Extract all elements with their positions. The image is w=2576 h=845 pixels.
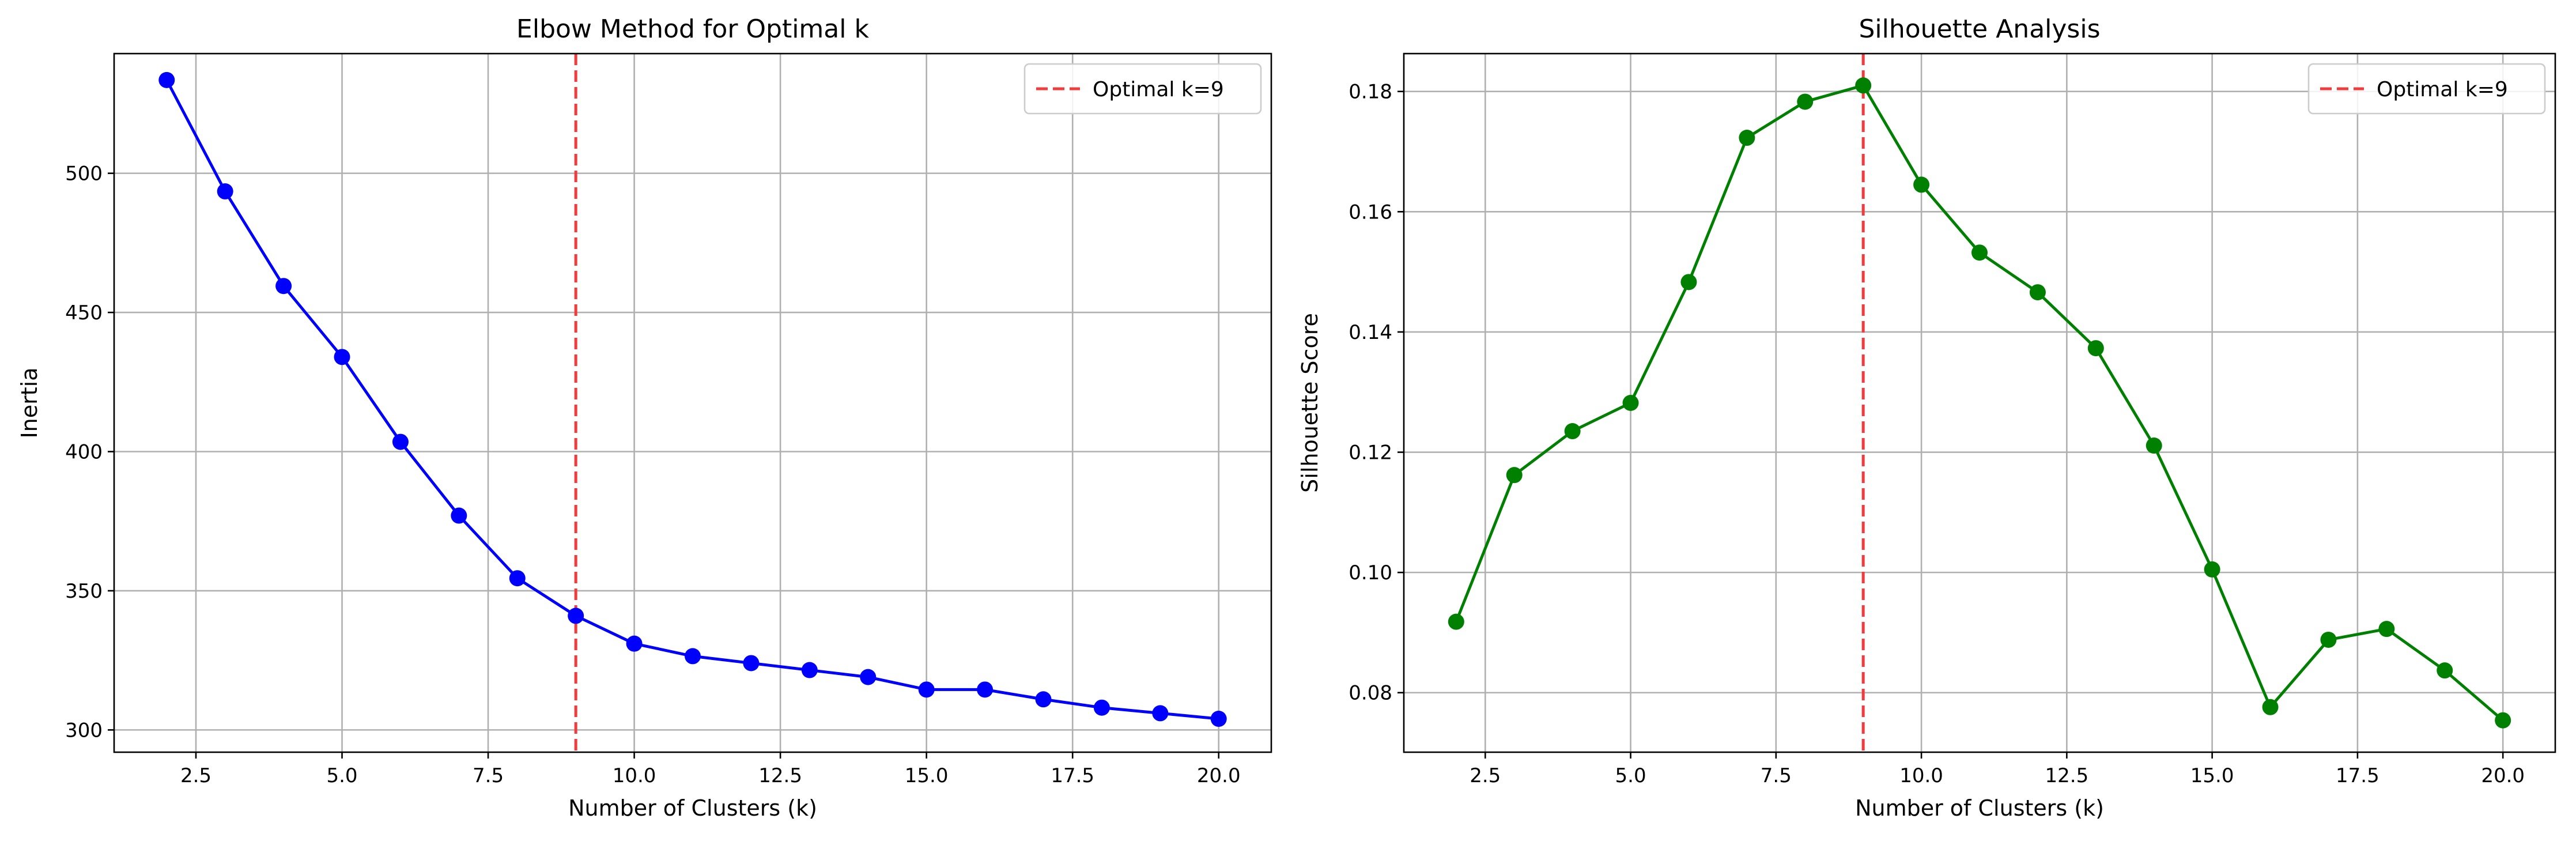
elbow-ytick-label-4: 500 [65, 163, 103, 186]
elbow-point-10 [743, 655, 760, 672]
silhouette-point-6 [1797, 93, 1814, 110]
elbow-y-axis-label: Inertia [17, 367, 42, 438]
elbow-xtick-label-2: 7.5 [473, 764, 504, 787]
silhouette-ytick-label-1: 0.10 [1349, 561, 1392, 584]
elbow-point-17 [1152, 705, 1169, 722]
elbow-xtick-label-5: 15.0 [905, 764, 949, 787]
silhouette-point-1 [1506, 467, 1523, 484]
elbow-point-15 [1035, 691, 1052, 708]
elbow-point-6 [509, 570, 526, 587]
elbow-ytick-label-3: 450 [65, 301, 103, 325]
silhouette-legend-box [2307, 63, 2546, 115]
elbow-point-2 [275, 278, 292, 295]
silhouette-ytick-label-4: 0.16 [1349, 201, 1392, 224]
silhouette-ytick-label-3: 0.14 [1349, 321, 1392, 344]
silhouette-xtick-label-5: 15.0 [2190, 764, 2234, 787]
elbow-point-9 [685, 648, 701, 665]
silhouette-legend: Optimal k=9 [2307, 63, 2546, 115]
silhouette-chart: 2.5 5.0 7.5 10.0 12.5 15.0 17.5 20.0 0.08 0.10 0.1… [1297, 14, 2556, 821]
silhouette-point-4 [1680, 274, 1697, 291]
elbow-point-1 [217, 183, 233, 200]
silhouette-xtick-label-4: 12.5 [2045, 764, 2089, 787]
elbow-legend-label: Optimal k=9 [1093, 78, 1224, 101]
silhouette-point-11 [2087, 340, 2104, 357]
silhouette-point-5 [1739, 130, 1755, 146]
elbow-xtick-label-7: 20.0 [1197, 764, 1241, 787]
elbow-xtick-label-3: 10.0 [613, 764, 656, 787]
silhouette-xtick-label-6: 17.5 [2336, 764, 2379, 787]
silhouette-point-8 [1913, 176, 1930, 193]
elbow-legend-box [1023, 63, 1262, 115]
elbow-point-4 [392, 433, 409, 450]
elbow-ytick-label-1: 350 [65, 580, 103, 603]
elbow-point-8 [626, 635, 643, 652]
silhouette-xtick-label-2: 7.5 [1761, 764, 1792, 787]
elbow-point-14 [977, 681, 994, 698]
elbow-chart: 2.5 5.0 7.5 10.0 12.5 15.0 17.5 20.0 300 350 400 45… [17, 14, 1272, 821]
silhouette-point-17 [2437, 662, 2453, 679]
silhouette-point-9 [1971, 244, 1988, 261]
elbow-ytick-label-0: 300 [65, 719, 103, 742]
silhouette-point-2 [1564, 423, 1581, 440]
elbow-point-0 [158, 71, 175, 88]
elbow-xtick-label-4: 12.5 [758, 764, 802, 787]
silhouette-title: Silhouette Analysis [1859, 14, 2101, 44]
silhouette-xtick-label-0: 2.5 [1470, 764, 1501, 787]
silhouette-point-16 [2378, 621, 2395, 637]
elbow-point-3 [334, 349, 350, 365]
silhouette-point-13 [2204, 561, 2220, 578]
silhouette-plot-frame [1403, 52, 2556, 753]
elbow-title: Elbow Method for Optimal k [516, 14, 869, 44]
silhouette-xtick-label-3: 10.0 [1899, 764, 1943, 787]
elbow-xtick-label-0: 2.5 [180, 764, 211, 787]
elbow-xtick-label-1: 5.0 [326, 764, 357, 787]
silhouette-point-3 [1622, 395, 1639, 411]
silhouette-point-14 [2262, 699, 2279, 715]
elbow-xtick-label-6: 17.5 [1051, 764, 1094, 787]
silhouette-point-0 [1448, 613, 1464, 630]
silhouette-ytick-label-0: 0.08 [1349, 682, 1392, 705]
silhouette-point-7 [1855, 77, 1872, 94]
silhouette-xtick-label-7: 20.0 [2481, 764, 2525, 787]
silhouette-xtick-label-1: 5.0 [1615, 764, 1646, 787]
silhouette-legend-label: Optimal k=9 [2377, 78, 2508, 101]
elbow-point-12 [860, 669, 877, 685]
elbow-legend: Optimal k=9 [1023, 63, 1262, 115]
silhouette-x-axis-label: Number of Clusters (k) [1855, 795, 2104, 821]
silhouette-ytick-label-2: 0.12 [1349, 442, 1392, 465]
silhouette-point-18 [2495, 712, 2511, 729]
elbow-point-7 [568, 608, 584, 624]
silhouette-point-10 [2029, 284, 2046, 301]
elbow-x-axis-label: Number of Clusters (k) [568, 795, 817, 821]
elbow-point-18 [1210, 711, 1227, 727]
elbow-point-13 [918, 681, 935, 698]
silhouette-point-15 [2320, 631, 2337, 648]
elbow-point-16 [1093, 699, 1110, 716]
silhouette-y-axis-label: Silhouette Score [1297, 313, 1323, 493]
elbow-plot-frame [113, 52, 1272, 753]
elbow-point-11 [801, 662, 818, 678]
elbow-ytick-label-2: 400 [65, 441, 103, 464]
silhouette-point-12 [2146, 437, 2162, 454]
elbow-point-5 [451, 507, 467, 524]
silhouette-ytick-label-5: 0.18 [1349, 81, 1392, 104]
